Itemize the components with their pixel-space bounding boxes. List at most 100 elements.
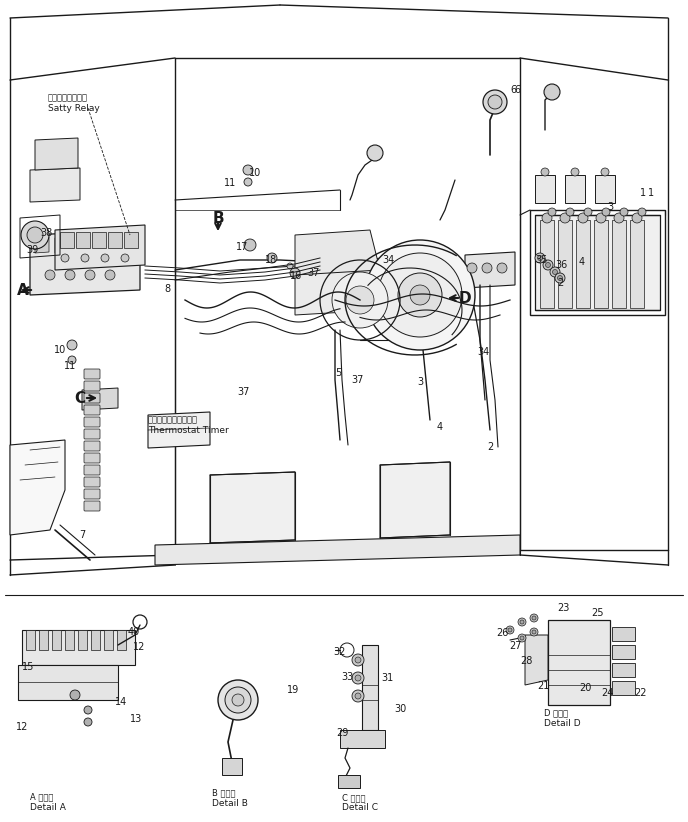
Polygon shape — [295, 230, 380, 275]
Polygon shape — [380, 462, 450, 538]
Polygon shape — [295, 265, 380, 315]
Circle shape — [121, 254, 129, 262]
FancyBboxPatch shape — [84, 429, 100, 439]
Circle shape — [61, 254, 69, 262]
Circle shape — [552, 270, 557, 275]
Circle shape — [520, 620, 524, 624]
FancyBboxPatch shape — [84, 441, 100, 451]
Text: 16: 16 — [290, 271, 302, 281]
Text: 39: 39 — [26, 245, 38, 255]
Text: 2: 2 — [487, 442, 493, 452]
Text: 15: 15 — [22, 662, 34, 672]
Text: 5: 5 — [335, 368, 341, 378]
Text: 1: 1 — [640, 188, 646, 198]
Circle shape — [532, 630, 536, 634]
Text: 29: 29 — [336, 728, 348, 738]
Polygon shape — [155, 535, 520, 565]
Polygon shape — [18, 665, 118, 700]
Circle shape — [506, 626, 514, 634]
Text: 1: 1 — [648, 188, 654, 198]
Circle shape — [467, 263, 477, 273]
Polygon shape — [465, 252, 515, 288]
Circle shape — [482, 263, 492, 273]
Text: 12: 12 — [133, 642, 145, 652]
Circle shape — [566, 208, 574, 216]
Polygon shape — [612, 220, 626, 308]
Circle shape — [508, 628, 512, 632]
Circle shape — [27, 227, 43, 243]
Text: 37: 37 — [352, 375, 364, 385]
Text: 14: 14 — [115, 697, 127, 707]
Circle shape — [638, 208, 646, 216]
Polygon shape — [92, 232, 106, 248]
Polygon shape — [65, 630, 74, 650]
Circle shape — [550, 267, 560, 277]
Circle shape — [70, 690, 80, 700]
Text: 22: 22 — [634, 688, 647, 698]
Text: 38: 38 — [40, 228, 52, 238]
Circle shape — [544, 84, 560, 100]
Circle shape — [596, 213, 606, 223]
Circle shape — [244, 239, 256, 251]
FancyBboxPatch shape — [84, 381, 100, 391]
FancyBboxPatch shape — [84, 501, 100, 511]
Text: Detail A: Detail A — [30, 802, 66, 811]
Circle shape — [101, 254, 109, 262]
Polygon shape — [60, 232, 74, 248]
Bar — [535, 175, 555, 203]
Polygon shape — [535, 215, 660, 310]
Circle shape — [483, 90, 507, 114]
Circle shape — [355, 675, 361, 681]
Circle shape — [548, 208, 556, 216]
Polygon shape — [338, 775, 360, 788]
Circle shape — [105, 270, 115, 280]
Text: 24: 24 — [601, 688, 614, 698]
Polygon shape — [76, 232, 90, 248]
Circle shape — [530, 628, 538, 636]
Polygon shape — [540, 220, 554, 308]
Text: Thermostat Timer: Thermostat Timer — [148, 426, 228, 435]
Circle shape — [84, 706, 92, 714]
Text: A: A — [17, 283, 29, 298]
FancyBboxPatch shape — [84, 477, 100, 487]
Text: D 詳細図: D 詳細図 — [544, 709, 568, 718]
Circle shape — [488, 95, 502, 109]
Polygon shape — [548, 620, 610, 705]
Text: A 詳細図: A 詳細図 — [30, 792, 54, 801]
Polygon shape — [525, 635, 548, 685]
Circle shape — [67, 340, 77, 350]
Polygon shape — [612, 681, 635, 695]
Text: 4: 4 — [437, 422, 443, 432]
Circle shape — [601, 168, 609, 176]
Polygon shape — [612, 663, 635, 677]
Circle shape — [541, 168, 549, 176]
Text: 37: 37 — [307, 268, 319, 278]
Circle shape — [535, 253, 545, 263]
Text: 3: 3 — [417, 377, 423, 387]
Text: 3: 3 — [607, 202, 613, 212]
Polygon shape — [222, 758, 242, 775]
Circle shape — [532, 616, 536, 620]
Circle shape — [367, 145, 383, 161]
Text: 10: 10 — [249, 168, 261, 178]
Text: 36: 36 — [555, 260, 567, 270]
Circle shape — [244, 178, 252, 186]
Circle shape — [542, 213, 552, 223]
Text: 30: 30 — [394, 704, 406, 714]
FancyBboxPatch shape — [84, 369, 100, 379]
Circle shape — [332, 272, 388, 328]
Text: 20: 20 — [579, 683, 592, 693]
Polygon shape — [35, 138, 78, 170]
Text: 40: 40 — [128, 627, 140, 637]
Circle shape — [520, 636, 524, 640]
Polygon shape — [576, 220, 590, 308]
Polygon shape — [30, 168, 80, 202]
Polygon shape — [108, 232, 122, 248]
Polygon shape — [148, 412, 210, 448]
Circle shape — [45, 270, 55, 280]
Circle shape — [267, 253, 277, 263]
Circle shape — [21, 221, 49, 249]
Text: 21: 21 — [537, 681, 550, 691]
Polygon shape — [82, 388, 118, 410]
Text: 34: 34 — [382, 255, 394, 265]
